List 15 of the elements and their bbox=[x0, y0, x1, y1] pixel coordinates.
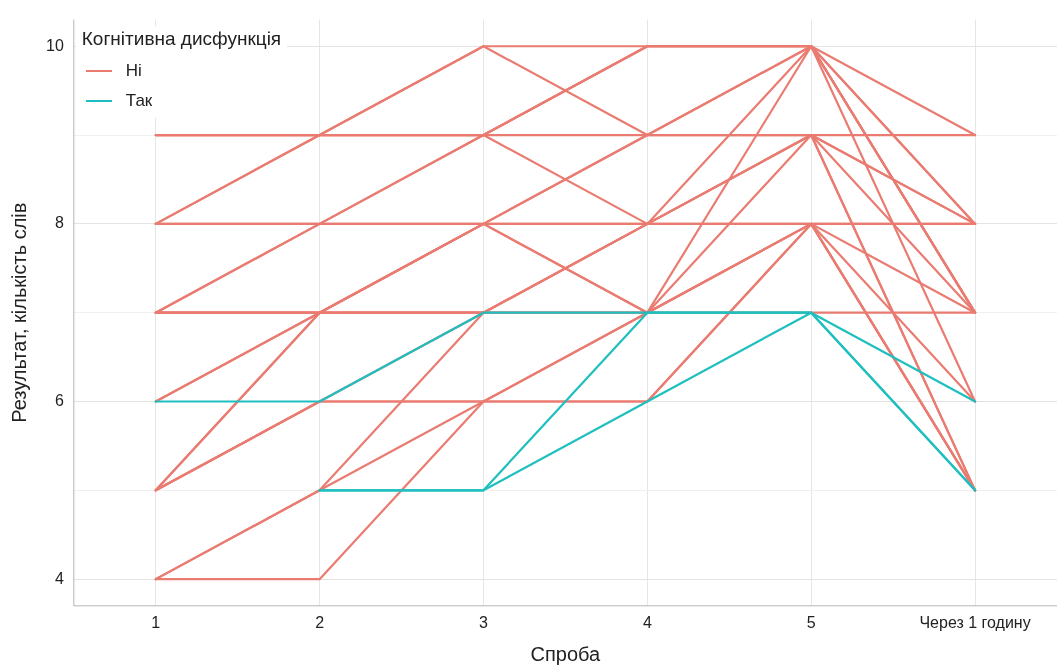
legend-title: Когнітивна дисфункція bbox=[81, 27, 282, 50]
x-tick-label: 1 bbox=[151, 613, 161, 631]
x-tick-label: 4 bbox=[642, 613, 652, 631]
legend-label: Ні bbox=[125, 60, 142, 81]
y-tick-label: 10 bbox=[46, 36, 64, 54]
x-axis-title: Спроба bbox=[530, 642, 602, 665]
legend-label: Так bbox=[125, 90, 153, 111]
y-tick-label: 8 bbox=[54, 214, 64, 232]
y-axis-title: Результат, кількість слів bbox=[7, 202, 30, 423]
x-tick-label: Через 1 годину bbox=[919, 613, 1031, 631]
x-tick-label: 2 bbox=[315, 613, 325, 631]
x-tick-label: 5 bbox=[806, 613, 816, 631]
y-tick-label: 4 bbox=[54, 569, 64, 587]
x-tick-label: 3 bbox=[479, 613, 489, 631]
y-tick-label: 6 bbox=[54, 391, 64, 409]
